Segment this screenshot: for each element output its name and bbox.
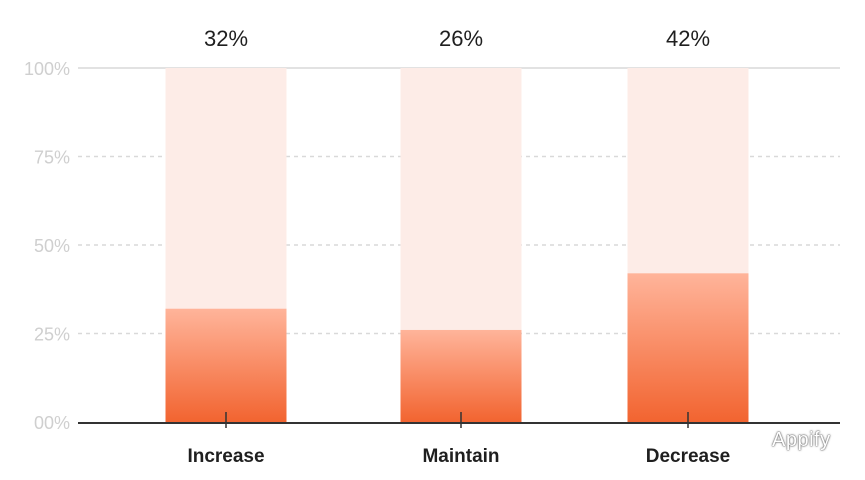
- x-tick-label: Increase: [187, 446, 264, 467]
- x-tick-label: Decrease: [646, 446, 731, 467]
- x-tick-label: Maintain: [422, 446, 499, 467]
- bar: [627, 273, 749, 422]
- watermark: Appify: [732, 428, 831, 452]
- data-label: 42%: [666, 26, 710, 51]
- y-tick-label: 75%: [34, 148, 70, 168]
- y-tick-label: 50%: [34, 236, 70, 256]
- y-tick-label: 00%: [34, 413, 70, 433]
- data-label: 26%: [439, 26, 483, 51]
- bar: [400, 329, 522, 422]
- watermark-text: Appify: [772, 428, 831, 451]
- bar: [165, 308, 287, 422]
- y-tick-label: 100%: [24, 59, 70, 79]
- y-tick-label: 25%: [34, 325, 70, 345]
- data-label: 32%: [204, 26, 248, 51]
- wechat-icon: [733, 429, 764, 451]
